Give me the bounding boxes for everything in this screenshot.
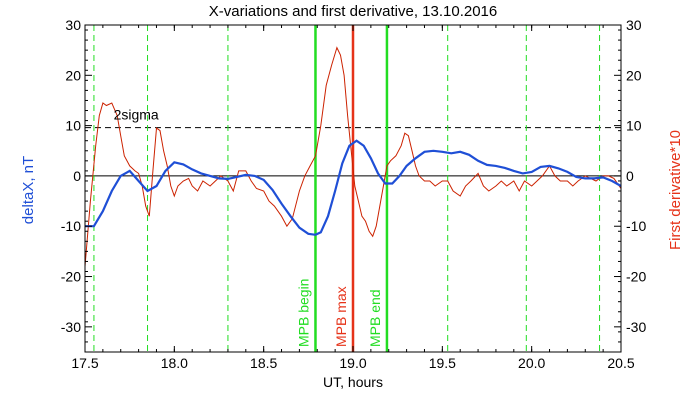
x-axis-title: UT, hours <box>323 374 383 390</box>
x-tick-label: 19.5 <box>429 355 456 371</box>
y-tick-label-left: -30 <box>61 319 81 335</box>
y-axis-left-title: deltaX, nT <box>20 156 37 224</box>
x-tick-label: 17.5 <box>71 355 98 371</box>
y-tick-label-left: -20 <box>61 269 81 285</box>
threshold-label: 2sigma <box>114 107 159 123</box>
x-tick-label: 19.0 <box>339 355 366 371</box>
chart-title: X-variations and first derivative, 13.10… <box>209 3 498 20</box>
y-tick-label-right: 30 <box>626 17 642 33</box>
derivative-series-line <box>85 46 621 267</box>
x-tick-label: 20.5 <box>607 355 634 371</box>
y-tick-label-left: 20 <box>65 67 81 83</box>
deltax-series-line <box>85 139 621 236</box>
x-tick-label: 18.5 <box>250 355 277 371</box>
y-tick-label-right: 10 <box>626 118 642 134</box>
y-tick-label-right: 0 <box>626 168 634 184</box>
y-tick-label-left: 30 <box>65 17 81 33</box>
y-tick-label-left: -10 <box>61 218 81 234</box>
mpb-label: MPB begin <box>295 279 311 347</box>
y-tick-label-right: -20 <box>626 269 646 285</box>
y-tick-label-left: 10 <box>65 118 81 134</box>
x-tick-label: 18.0 <box>161 355 188 371</box>
y-axis-right-title: First derivative*10 <box>667 130 684 250</box>
mpb-label: MPB max <box>333 286 349 347</box>
y-tick-label-right: -10 <box>626 218 646 234</box>
x-tick-label: 20.0 <box>518 355 545 371</box>
y-tick-label-right: -30 <box>626 319 646 335</box>
y-tick-label-right: 20 <box>626 67 642 83</box>
mpb-label: MPB end <box>367 289 383 347</box>
y-tick-label-left: 0 <box>73 168 81 184</box>
